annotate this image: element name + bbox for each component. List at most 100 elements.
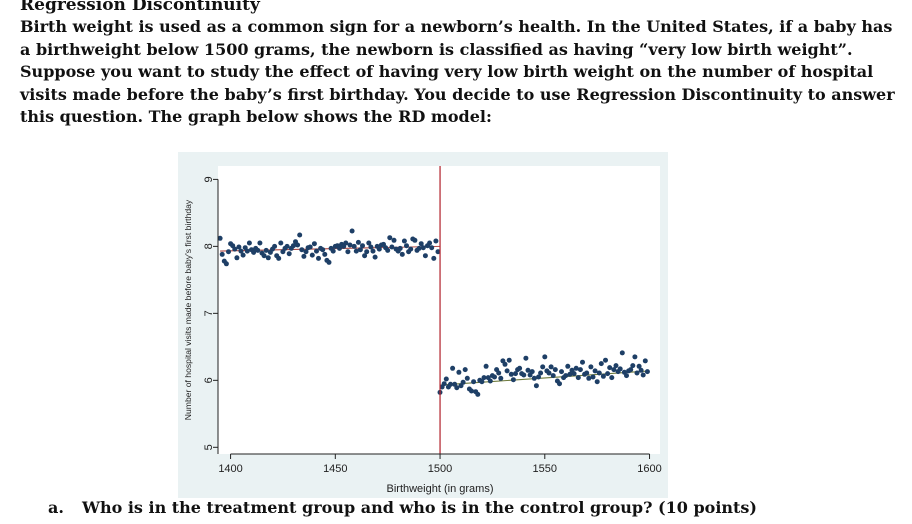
data-point — [355, 239, 361, 245]
data-point — [385, 247, 391, 253]
data-point — [557, 381, 562, 387]
data-point — [496, 370, 502, 376]
data-point — [548, 364, 554, 370]
data-point — [360, 243, 365, 249]
data-point — [232, 246, 238, 252]
data-point — [322, 251, 328, 257]
data-point — [464, 375, 470, 381]
data-point — [460, 379, 466, 385]
data-point — [517, 365, 523, 371]
data-point — [443, 376, 449, 382]
question-a: a. Who is in the treatment group and who … — [48, 497, 757, 519]
data-point — [552, 367, 558, 373]
data-point — [559, 369, 564, 375]
data-point — [234, 255, 240, 261]
data-point — [508, 371, 514, 377]
data-point — [399, 251, 405, 257]
data-point — [278, 240, 284, 246]
data-point — [297, 232, 303, 238]
data-point — [408, 246, 414, 252]
data-point — [244, 248, 250, 254]
data-point — [404, 243, 409, 249]
data-point — [492, 374, 497, 380]
data-point — [611, 367, 617, 373]
data-point — [420, 245, 426, 251]
data-point — [441, 381, 447, 387]
data-point — [263, 247, 269, 253]
data-point — [368, 244, 374, 250]
data-point — [483, 363, 489, 369]
x-tick-label: 1500 — [428, 463, 452, 475]
data-point — [510, 377, 516, 383]
question-marker: a. — [48, 498, 64, 517]
data-point — [314, 248, 319, 254]
data-point — [261, 253, 267, 259]
data-point — [644, 369, 650, 375]
data-point — [636, 363, 642, 369]
data-point — [523, 355, 529, 361]
data-point — [594, 379, 600, 385]
data-point — [580, 359, 585, 365]
data-point — [295, 242, 301, 248]
data-point — [299, 247, 305, 253]
data-point — [246, 240, 252, 246]
data-point — [521, 372, 527, 378]
tick-marks: 1400 1450 1500 1550 1600 5 6 7 8 9 — [203, 176, 662, 475]
data-point — [286, 251, 292, 257]
data-point — [454, 385, 460, 391]
data-point — [504, 368, 510, 374]
data-point — [596, 370, 602, 376]
data-point — [609, 375, 615, 381]
data-point — [238, 248, 244, 254]
data-point — [236, 244, 242, 250]
data-point — [217, 235, 223, 241]
data-point — [290, 243, 296, 249]
data-point — [357, 247, 363, 253]
data-point — [255, 247, 261, 253]
rd-scatter-chart: 1400 1450 1500 1550 1600 5 6 7 8 9 Birthweight (i… — [183, 166, 662, 495]
data-point — [316, 255, 321, 261]
question-text: Who is in the treatment group and who is… — [82, 498, 757, 517]
data-point — [416, 245, 422, 251]
data-point — [448, 381, 453, 387]
data-point — [598, 361, 604, 367]
data-point — [330, 248, 336, 254]
data-point — [219, 251, 225, 257]
data-point — [475, 391, 481, 397]
data-point — [303, 249, 309, 255]
data-point — [366, 240, 372, 246]
data-point — [347, 242, 353, 248]
data-point — [588, 364, 594, 370]
data-point — [531, 375, 537, 381]
data-point — [563, 373, 569, 379]
data-point — [630, 363, 636, 369]
data-point — [506, 357, 512, 363]
data-point — [309, 252, 315, 258]
data-point — [600, 373, 606, 379]
data-point — [223, 261, 229, 267]
data-point — [642, 358, 648, 364]
data-point — [487, 378, 493, 384]
data-point — [412, 237, 418, 243]
data-point — [565, 363, 571, 369]
data-point — [456, 369, 462, 375]
data-point — [433, 238, 439, 244]
data-point — [364, 249, 370, 255]
data-point — [351, 243, 357, 249]
data-point — [337, 245, 342, 251]
plot-area — [218, 166, 660, 454]
y-tick-label: 5 — [203, 444, 215, 450]
section-heading: Regression Discontinuity — [20, 0, 260, 15]
data-point — [226, 249, 231, 255]
data-point — [349, 228, 355, 234]
data-point — [479, 379, 485, 385]
data-point — [513, 371, 518, 377]
data-point — [376, 246, 382, 252]
data-point — [471, 379, 477, 385]
data-point — [307, 244, 313, 250]
data-point — [634, 370, 640, 376]
data-point — [538, 370, 544, 376]
data-point — [575, 375, 581, 381]
data-point — [401, 238, 407, 244]
data-point — [624, 373, 629, 379]
